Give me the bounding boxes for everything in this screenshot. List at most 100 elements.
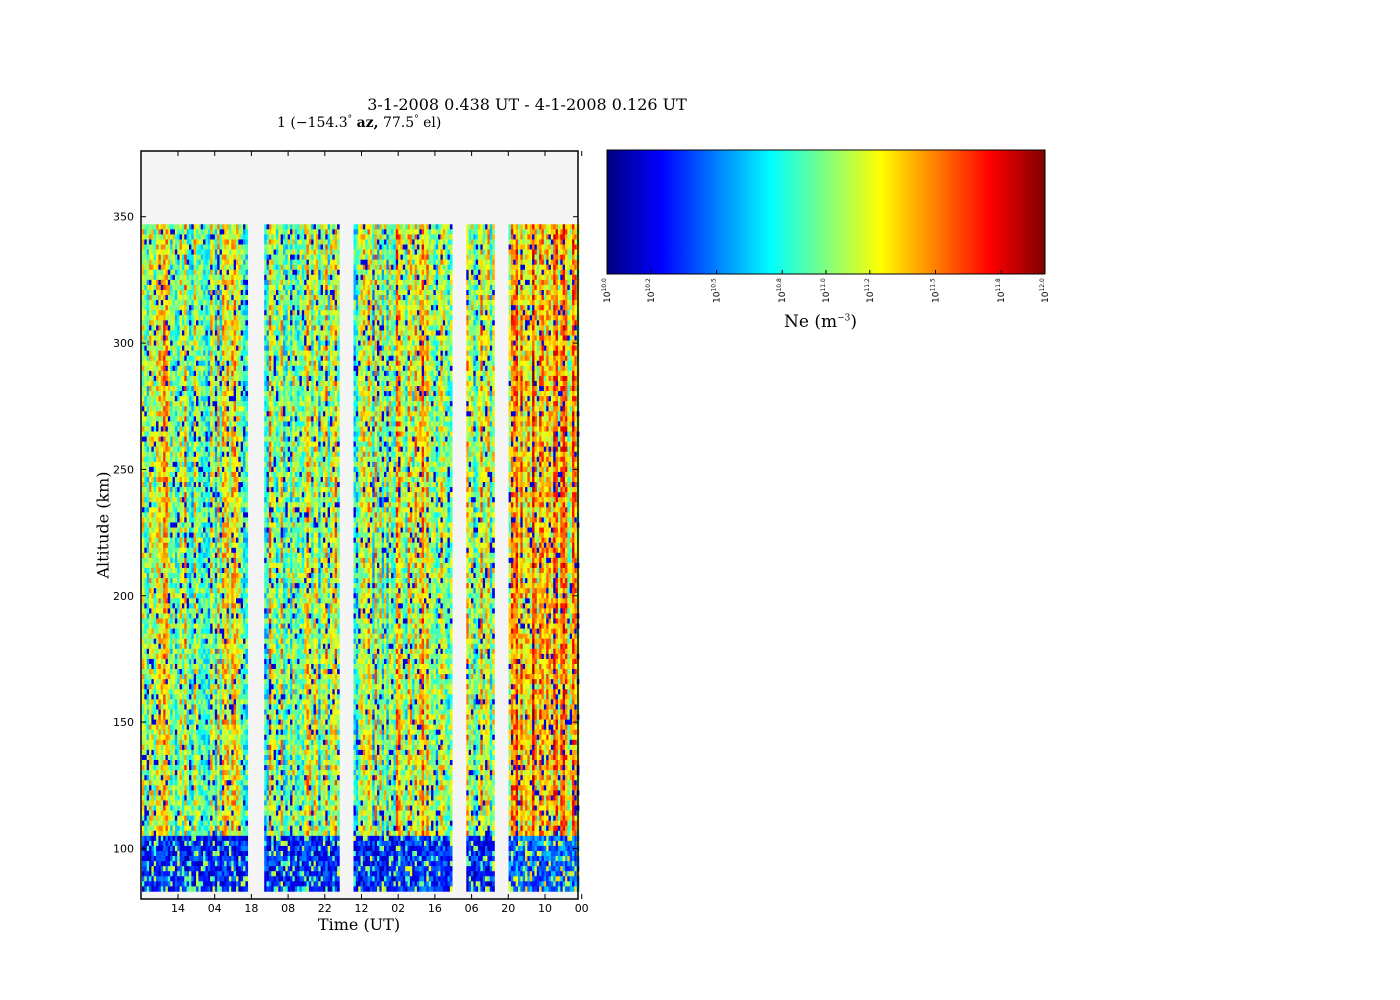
heatmap-cell [205, 416, 209, 422]
heatmap-cell [228, 375, 232, 382]
heatmap-cell [226, 689, 230, 695]
heatmap-cell [167, 517, 171, 523]
heatmap-cell [156, 613, 159, 619]
heatmap-cell [210, 805, 213, 811]
heatmap-cell [210, 876, 213, 882]
heatmap-cell [172, 881, 176, 887]
heatmap-cell [172, 628, 176, 634]
heatmap-cell [226, 840, 230, 847]
heatmap-cell [207, 765, 211, 771]
heatmap-cell [203, 507, 206, 513]
heatmap-cell [226, 542, 230, 549]
heatmap-cell [144, 724, 147, 730]
heatmap-cell [158, 421, 162, 427]
heatmap-cell [146, 360, 150, 367]
heatmap-cell [200, 780, 204, 786]
heatmap-cell [217, 583, 220, 589]
heatmap-cell [184, 244, 187, 250]
heatmap-cell [153, 790, 157, 796]
heatmap-cell [191, 886, 194, 892]
heatmap-cell [221, 441, 225, 447]
heatmap-cell [191, 552, 194, 559]
heatmap-cell [186, 279, 190, 286]
heatmap-cell [198, 355, 202, 362]
heatmap-cell [179, 497, 183, 503]
heatmap-cell [196, 274, 199, 281]
heatmap-cell [144, 441, 147, 447]
heatmap-cell [142, 284, 145, 291]
heatmap-cell [193, 360, 197, 367]
heatmap-cell [198, 345, 202, 351]
heatmap-cell [217, 451, 220, 458]
heatmap-cell [167, 876, 171, 882]
heatmap-cell [153, 648, 157, 655]
heatmap-cell [210, 785, 213, 791]
heatmap-cell [186, 396, 190, 402]
heatmap-cell [165, 411, 169, 417]
heatmap-cell [186, 557, 190, 564]
heatmap-cell [142, 300, 145, 306]
heatmap-cell [200, 229, 204, 235]
heatmap-cell [186, 780, 190, 786]
heatmap-cell [196, 461, 199, 468]
heatmap-cell [165, 305, 169, 311]
heatmap-cell [205, 436, 209, 442]
heatmap-cell [210, 557, 213, 564]
heatmap-cell [181, 295, 185, 301]
heatmap-cell [151, 633, 155, 640]
heatmap-cell [207, 224, 211, 230]
heatmap-cell [142, 537, 145, 543]
heatmap-cell [172, 547, 176, 554]
heatmap-cell [163, 365, 166, 372]
heatmap-cell [198, 749, 202, 756]
heatmap-cell [203, 785, 206, 791]
heatmap-cell [149, 583, 152, 589]
heatmap-cell [196, 790, 199, 796]
heatmap-cell [146, 502, 150, 508]
heatmap-cell [228, 633, 232, 640]
heatmap-cell [189, 365, 192, 372]
heatmap-cell [189, 835, 192, 842]
heatmap-cell [160, 684, 164, 690]
heatmap-cell [186, 825, 190, 832]
heatmap-cell [205, 633, 209, 640]
heatmap-cell [193, 684, 197, 690]
heatmap-cell [189, 446, 192, 453]
heatmap-cell [217, 396, 220, 402]
heatmap-cell [228, 239, 232, 245]
heatmap-cell [219, 638, 223, 645]
heatmap-cell [181, 375, 185, 382]
heatmap-cell [214, 365, 218, 372]
heatmap-cell [217, 754, 220, 761]
heatmap-cell [158, 734, 162, 741]
heatmap-cell [142, 754, 145, 761]
heatmap-cell [205, 497, 209, 503]
heatmap-cell [198, 259, 202, 266]
heatmap-cell [193, 557, 197, 564]
heatmap-cell [214, 658, 218, 665]
heatmap-cell [221, 871, 225, 877]
heatmap-cell [203, 552, 206, 559]
heatmap-cell [144, 694, 147, 700]
heatmap-cell [179, 522, 183, 528]
heatmap-cell [149, 396, 152, 402]
heatmap-cell [193, 648, 197, 655]
heatmap-cell [212, 871, 216, 877]
heatmap-cell [186, 406, 190, 412]
heatmap-cell [151, 497, 155, 503]
heatmap-cell [170, 588, 173, 594]
heatmap-cell [156, 719, 159, 725]
heatmap-cell [226, 426, 230, 432]
heatmap-cell [144, 749, 147, 756]
heatmap-cell [184, 239, 187, 245]
heatmap-cell [151, 623, 155, 629]
heatmap-cell [170, 699, 173, 705]
heatmap-cell [203, 532, 206, 538]
heatmap-cell [174, 532, 178, 538]
heatmap-cell [163, 749, 166, 756]
heatmap-cell [205, 315, 209, 321]
heatmap-cell [191, 497, 194, 503]
heatmap-cell [221, 487, 225, 493]
heatmap-cell [224, 805, 227, 811]
heatmap-cell [167, 694, 171, 700]
